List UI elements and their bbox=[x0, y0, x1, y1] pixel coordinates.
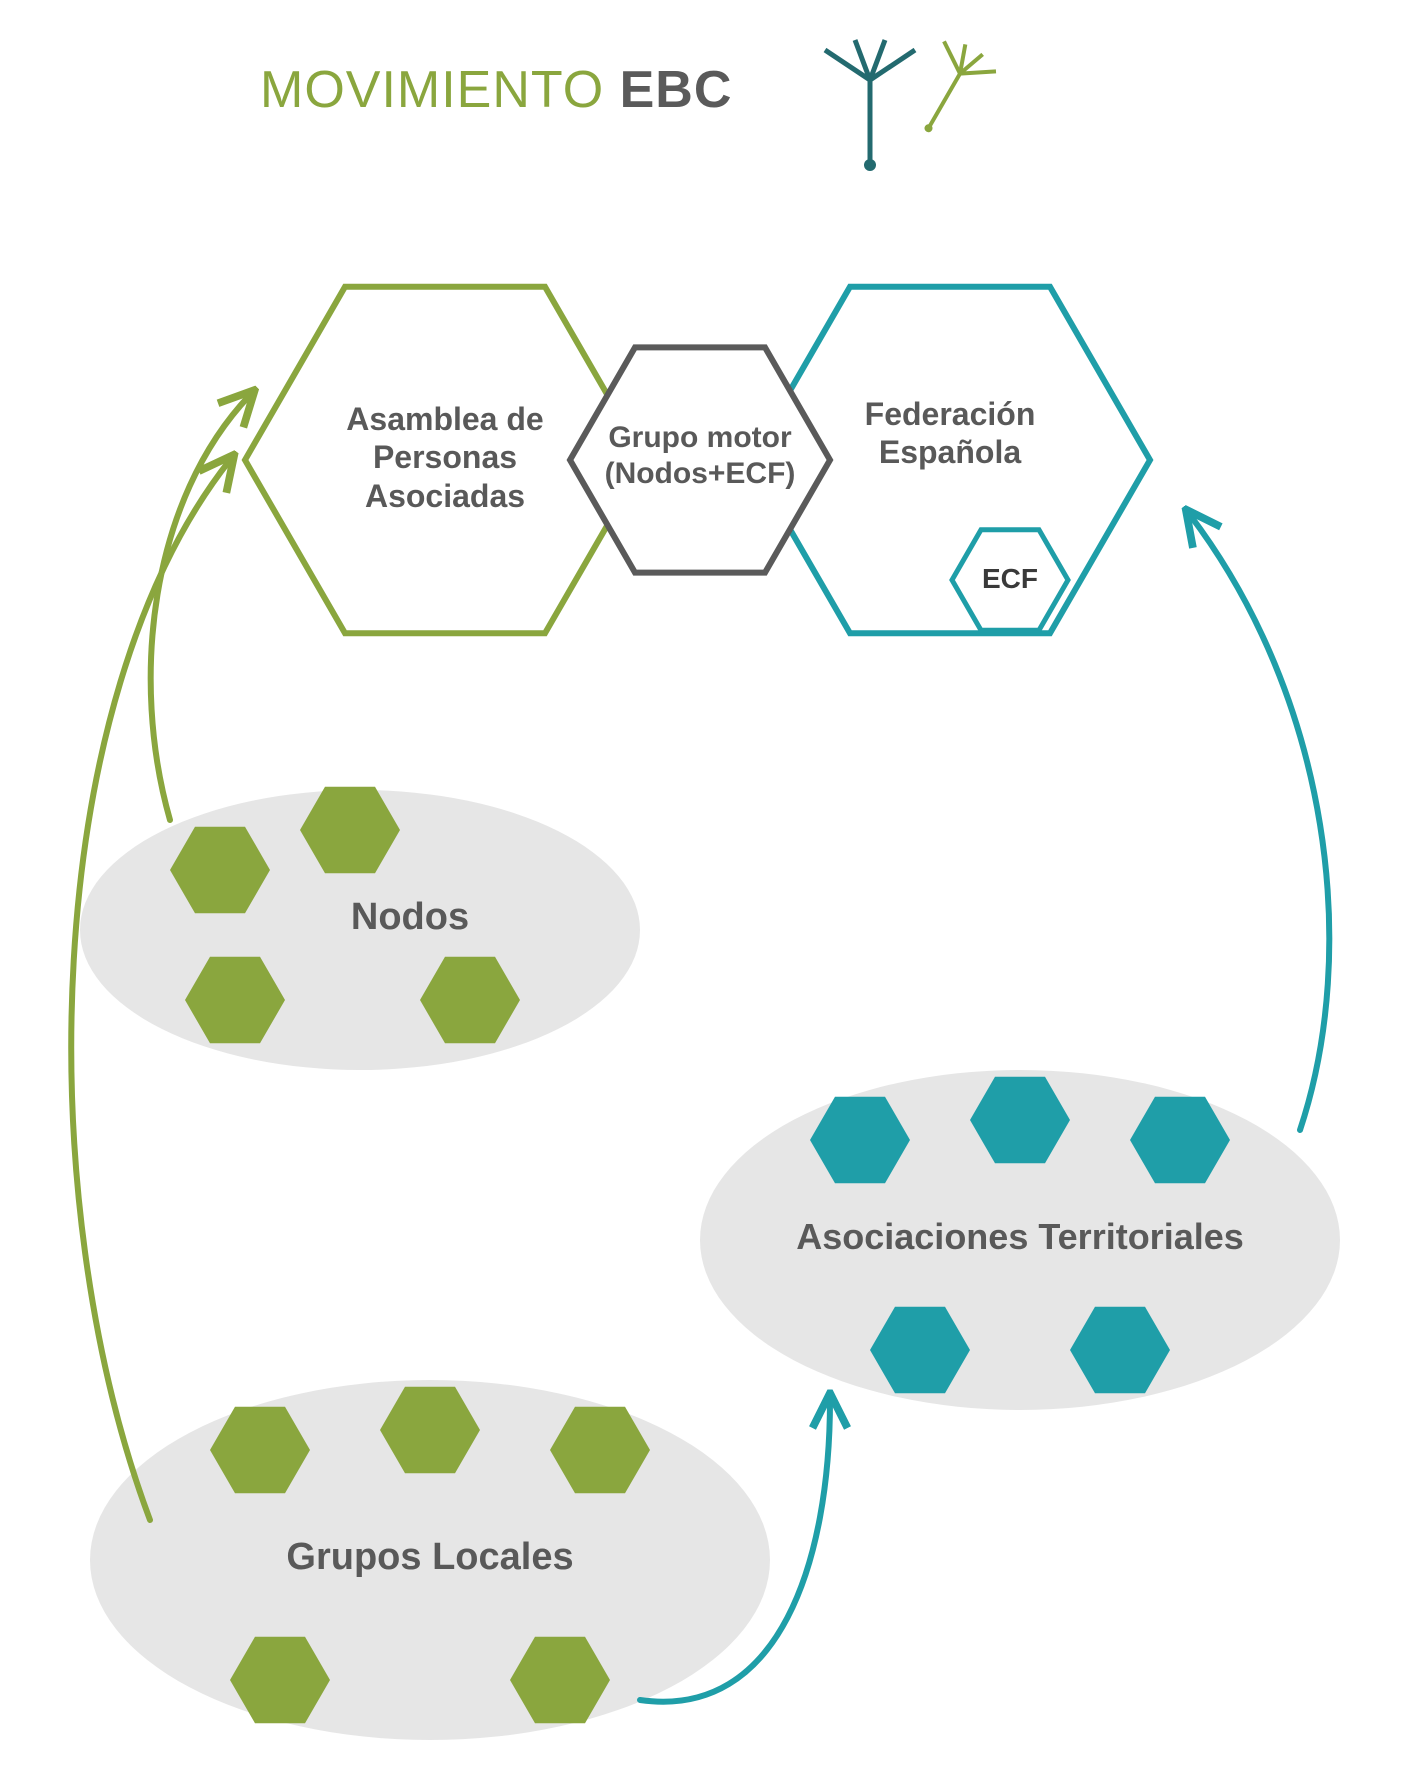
diagram-stage: MOVIMIENTO EBC bbox=[0, 0, 1412, 1783]
asamblea-line2: Personas bbox=[305, 438, 585, 476]
arrow-nodos-to-asamblea bbox=[151, 395, 250, 820]
diagram-svg bbox=[0, 0, 1412, 1783]
cluster-nodos-label: Nodos bbox=[300, 895, 520, 941]
hex-asamblea-label: Asamblea de Personas Asociadas bbox=[305, 400, 585, 515]
hex-federacion-label: Federación Española bbox=[830, 395, 1070, 472]
arrow-asoc-to-federacion bbox=[1190, 515, 1329, 1130]
federacion-line2: Española bbox=[830, 433, 1070, 471]
motor-line2: (Nodos+ECF) bbox=[590, 456, 810, 492]
hex-motor-label: Grupo motor (Nodos+ECF) bbox=[590, 420, 810, 492]
cluster-grupos-label: Grupos Locales bbox=[230, 1535, 630, 1581]
cluster-asoc-label: Asociaciones Territoriales bbox=[760, 1215, 1280, 1258]
motor-line1: Grupo motor bbox=[590, 420, 810, 456]
asamblea-line3: Asociadas bbox=[305, 477, 585, 515]
hex-ecf-label: ECF bbox=[965, 562, 1055, 596]
asamblea-line1: Asamblea de bbox=[305, 400, 585, 438]
federacion-line1: Federación bbox=[830, 395, 1070, 433]
